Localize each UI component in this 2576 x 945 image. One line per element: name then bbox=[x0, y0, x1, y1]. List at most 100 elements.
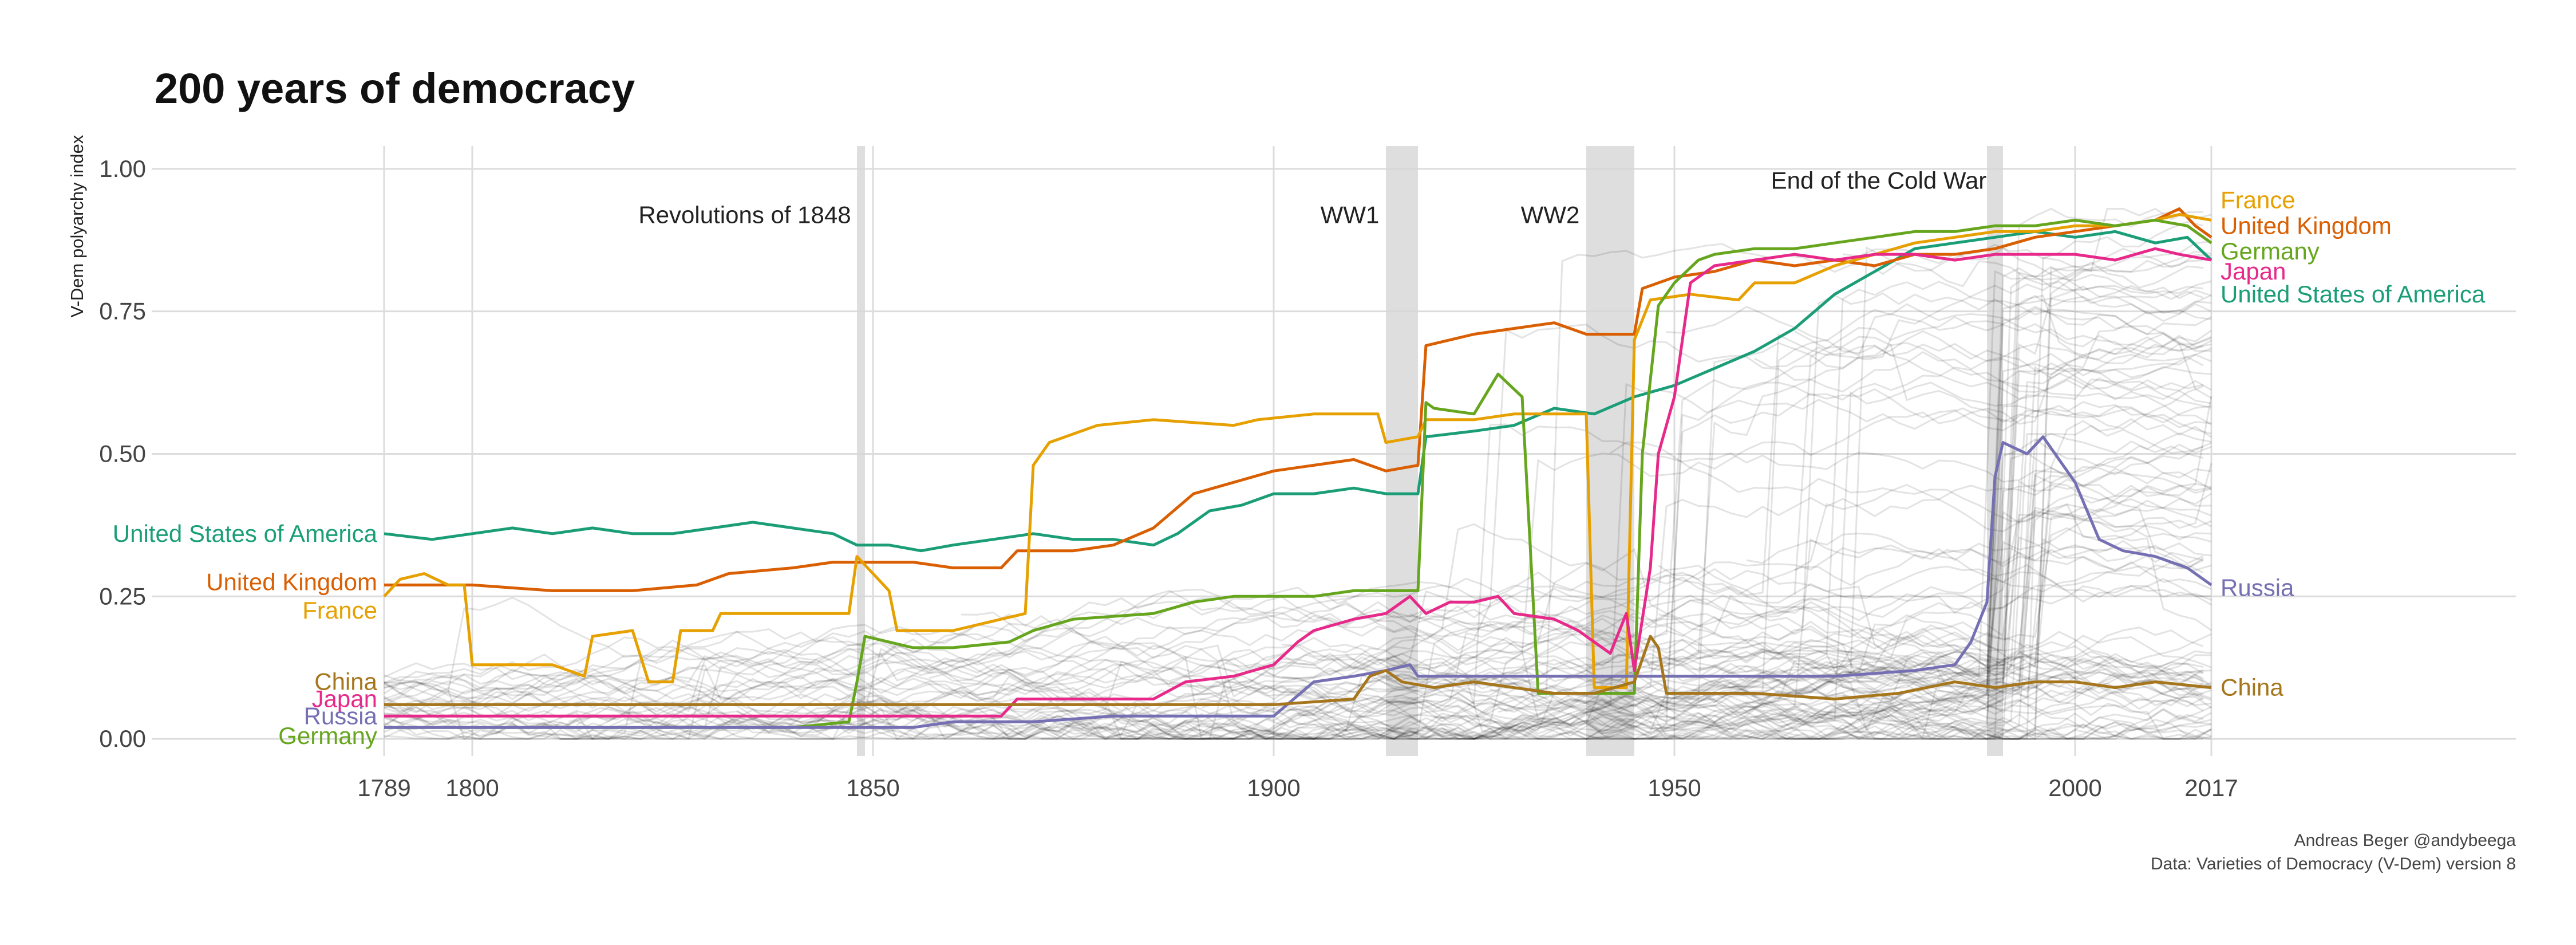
background-country-line bbox=[1754, 261, 2204, 368]
y-tick-label: 0.50 bbox=[99, 440, 146, 467]
background-country-line bbox=[1385, 356, 2204, 686]
background-country-line bbox=[1778, 672, 2212, 724]
background-country-line bbox=[384, 471, 2212, 740]
background-country-line bbox=[1490, 368, 2212, 698]
background-country-line bbox=[1842, 285, 2212, 733]
background-country-line bbox=[384, 271, 2212, 740]
background-country-line bbox=[1650, 654, 2212, 740]
background-country-line bbox=[384, 303, 2212, 730]
background-country-line bbox=[384, 366, 2212, 740]
background-country-line bbox=[384, 655, 2212, 740]
period-labels: Revolutions of 1848 WW1 WW2 End of the Cold… bbox=[638, 167, 1986, 229]
background-country-line bbox=[384, 547, 2212, 740]
background-country-line bbox=[1393, 635, 2212, 700]
background-country-line bbox=[1674, 424, 2204, 733]
background-country-line bbox=[1586, 511, 2212, 740]
series-end-label-united-states-of-america: United States of America bbox=[2221, 281, 2486, 308]
background-country-line bbox=[1682, 307, 2212, 734]
background-country-line bbox=[1618, 241, 2212, 740]
series-line-france bbox=[383, 212, 2212, 690]
series-line-united-states-of-america bbox=[384, 230, 2212, 553]
series-start-label-germany: Germany bbox=[278, 722, 377, 749]
period-label-end-of-the-cold-war: End of the Cold War bbox=[1771, 167, 1987, 194]
background-country-line bbox=[1730, 474, 2212, 714]
background-country-line bbox=[384, 679, 2212, 740]
background-country-line bbox=[1722, 654, 2204, 692]
background-country-line bbox=[784, 324, 2212, 730]
background-country-line bbox=[1217, 388, 2212, 738]
background-country-line bbox=[384, 499, 2212, 740]
background-country-line bbox=[1802, 220, 2204, 673]
background-country-line bbox=[1810, 663, 2212, 687]
caption-source: Data: Varieties of Democracy (V-Dem) ver… bbox=[2151, 855, 2516, 873]
series-line-japan bbox=[384, 247, 2212, 718]
background-country-line bbox=[1794, 396, 2212, 571]
series-start-label-china: China bbox=[314, 668, 377, 695]
background-country-line bbox=[1385, 655, 2204, 719]
country-labels: United States of America United States of… bbox=[113, 187, 2486, 750]
period-label-revolutions-of-1848: Revolutions of 1848 bbox=[638, 201, 851, 228]
grid-lines bbox=[152, 146, 2516, 756]
background-country-line bbox=[384, 432, 2212, 680]
background-country-line bbox=[1746, 532, 2212, 590]
background-country-line bbox=[1409, 503, 2212, 693]
background-country-line bbox=[1793, 336, 2212, 595]
background-country-line bbox=[1610, 442, 2204, 569]
background-country-line bbox=[384, 340, 2212, 740]
background-country-line bbox=[1498, 445, 2204, 713]
background-country-line bbox=[1666, 303, 2212, 359]
background-country-line bbox=[1233, 329, 2212, 680]
y-tick-label: 0.25 bbox=[99, 582, 146, 609]
axis-tick-labels: 0.00 0.25 0.50 0.75 1.00 1789 1800 1850 1900 1950… bbox=[99, 155, 2238, 801]
series-start-label-russia: Russia bbox=[304, 702, 378, 729]
background-country-line bbox=[1345, 463, 2212, 693]
background-country-line bbox=[384, 584, 2212, 685]
background-country-line bbox=[1241, 691, 2204, 740]
background-country-line bbox=[384, 607, 2212, 740]
background-country-line bbox=[1353, 557, 2204, 712]
background-country-line bbox=[1754, 702, 2204, 740]
background-country-line bbox=[1201, 702, 2212, 740]
series-line-russia bbox=[384, 435, 2212, 729]
x-tick-label: 2017 bbox=[2184, 774, 2238, 801]
background-country-line bbox=[384, 285, 2212, 706]
background-country-line bbox=[961, 588, 2212, 679]
background-country-line bbox=[384, 668, 2212, 740]
background-country-line bbox=[1642, 675, 2204, 730]
series-line-united-kingdom bbox=[384, 207, 2212, 592]
x-tick-label: 1800 bbox=[445, 774, 499, 801]
background-country-line bbox=[384, 519, 2212, 714]
background-country-line bbox=[1834, 624, 2204, 695]
background-country-line bbox=[384, 362, 2212, 740]
background-country-line bbox=[624, 474, 2212, 740]
series-end-label-united-kingdom: United Kingdom bbox=[2221, 212, 2392, 239]
background-country-line bbox=[384, 423, 2212, 733]
background-country-line bbox=[664, 598, 2204, 715]
background-country-line bbox=[1698, 442, 2212, 689]
background-country-line bbox=[384, 536, 2212, 704]
highlighted-country-lines bbox=[383, 207, 2212, 729]
background-country-line bbox=[384, 538, 2212, 740]
background-country-line bbox=[384, 207, 2212, 740]
background-country-line bbox=[1417, 562, 2204, 636]
background-country-line bbox=[1441, 721, 2212, 740]
background-country-lines bbox=[384, 207, 2212, 741]
y-tick-label: 1.00 bbox=[99, 155, 146, 182]
series-start-label-japan: Japan bbox=[312, 685, 377, 712]
series-end-label-france: France bbox=[2221, 187, 2296, 214]
background-country-line bbox=[568, 270, 2204, 737]
background-country-line bbox=[1433, 671, 2204, 735]
period-band-revolutions-of-1848 bbox=[857, 146, 865, 756]
background-country-line bbox=[824, 247, 2204, 740]
x-tick-label: 2000 bbox=[2048, 774, 2101, 801]
background-country-line bbox=[384, 647, 2212, 740]
background-country-line bbox=[1842, 250, 2212, 740]
series-line-china bbox=[384, 635, 2212, 706]
series-line-germany bbox=[384, 218, 2212, 729]
series-end-label-germany: Germany bbox=[2221, 238, 2320, 265]
background-country-line bbox=[1225, 651, 2204, 695]
series-end-label-russia: Russia bbox=[2221, 574, 2294, 601]
background-country-line bbox=[977, 467, 2212, 740]
series-end-label-china: China bbox=[2221, 674, 2283, 701]
background-country-line bbox=[1177, 207, 2204, 740]
